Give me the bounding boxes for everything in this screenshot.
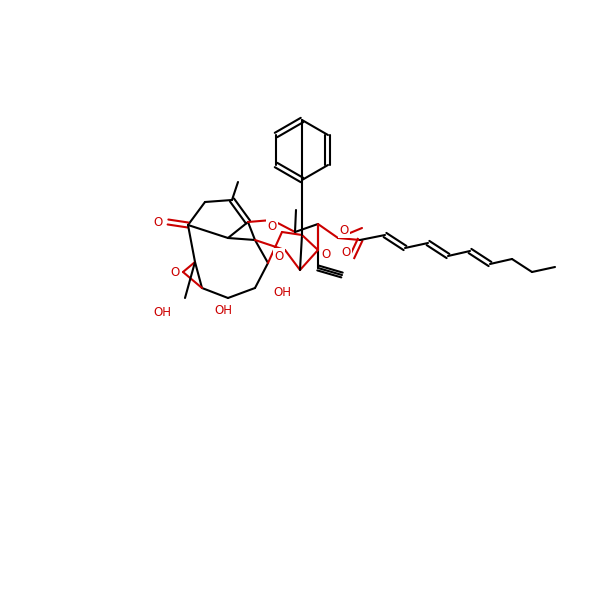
Text: OH: OH xyxy=(273,286,291,299)
Text: O: O xyxy=(154,215,163,229)
Text: O: O xyxy=(340,223,349,236)
Text: OH: OH xyxy=(153,305,171,319)
Text: O: O xyxy=(341,247,350,259)
Text: OH: OH xyxy=(214,304,232,317)
Text: O: O xyxy=(274,250,284,263)
Text: O: O xyxy=(170,265,179,278)
Text: O: O xyxy=(268,220,277,233)
Text: O: O xyxy=(322,248,331,262)
